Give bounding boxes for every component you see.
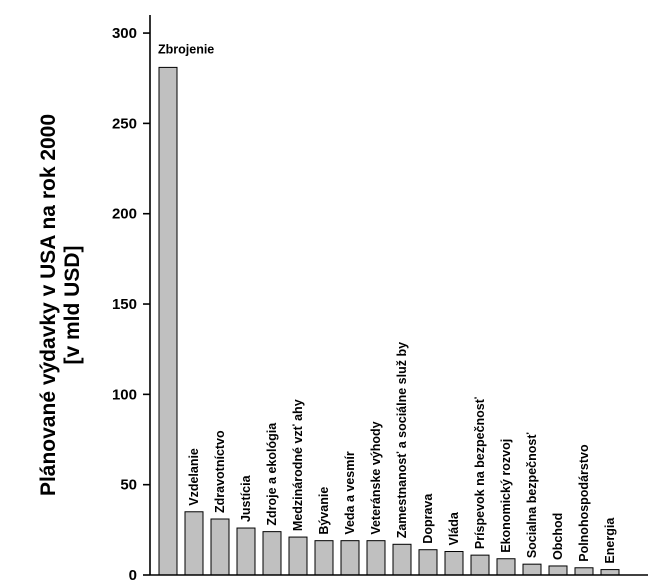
bar: [366, 540, 386, 576]
bar: [236, 527, 256, 576]
bar: [392, 543, 412, 576]
y-axis-ticks: 0 50 100 150 200 250 300: [112, 25, 150, 581]
y-tick-label: 200: [112, 206, 137, 223]
category-label: Polnohospodárstvo: [577, 444, 591, 562]
y-tick-label: 100: [112, 386, 137, 403]
y-tick-label: 50: [120, 477, 137, 494]
bar: [548, 565, 568, 576]
category-label: Veteránske výhody: [369, 421, 383, 534]
bar: [262, 531, 282, 576]
category-label: Zbrojenie: [158, 42, 214, 56]
category-label: Justícia: [239, 474, 253, 522]
category-label: Príspevok na bezpečnosť: [473, 397, 487, 549]
category-label: Bývanie: [317, 487, 331, 535]
y-tick-label: 300: [112, 25, 137, 42]
bar: [184, 511, 204, 576]
y-tick-label: 250: [112, 115, 137, 132]
bar: [210, 518, 230, 576]
bar: [600, 569, 620, 576]
bar: [158, 66, 178, 576]
category-label: Medzinárodné vzť ahy: [291, 399, 305, 531]
category-label: Energia: [603, 517, 617, 564]
y-axis-label: Plánované výdavky v USA na rok 2000: [37, 114, 60, 496]
bar: [314, 540, 334, 576]
category-label: Vzdelanie: [187, 448, 201, 506]
bar: [470, 554, 490, 576]
bar: [288, 536, 308, 576]
bar: [340, 540, 360, 576]
category-label: Ekonomický rozvoj: [499, 439, 513, 553]
category-label: Vláda: [447, 511, 461, 545]
y-tick-label: 0: [129, 567, 137, 581]
category-label: Veda a vesmír: [343, 451, 357, 535]
bar: [418, 549, 438, 576]
category-label: Socialna bezpečnosť: [525, 433, 539, 558]
category-label: Zdroje a ekológia: [265, 422, 279, 526]
category-label: Zdravotníctvo: [213, 430, 227, 513]
y-tick-label: 150: [112, 296, 137, 313]
category-label: Obchod: [551, 513, 565, 560]
bar: [574, 567, 594, 576]
category-label: Doprava: [421, 493, 435, 544]
category-labels: Zbrojenie Vzdelanie Zdravotníctvo Justícia Z…: [158, 42, 617, 563]
bars: [158, 66, 620, 576]
y-axis-label-unit: [v mld USD]: [61, 245, 84, 364]
bar: [496, 558, 516, 576]
category-label: Zamestnanosť a sociálne služ by: [395, 342, 409, 538]
bar: [522, 563, 542, 576]
bar: [444, 551, 464, 576]
